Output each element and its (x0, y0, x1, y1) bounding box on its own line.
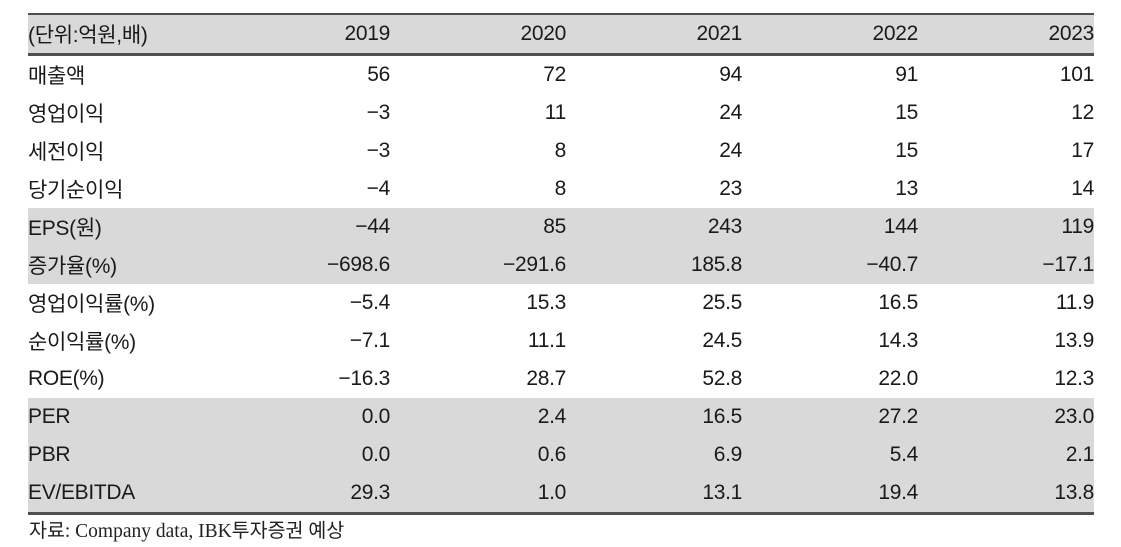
value-cell: 2.4 (390, 398, 566, 436)
row-label: EV/EBITDA (28, 474, 214, 515)
table-row: ROE(%) −16.3 28.7 52.8 22.0 12.3 (28, 360, 1094, 398)
value-cell: 28.7 (526, 367, 566, 390)
value-cell: 12 (1071, 101, 1094, 124)
value-cell: 14 (1071, 177, 1094, 200)
value-cell: 19.4 (742, 474, 918, 515)
value-cell: 27.2 (742, 398, 918, 436)
value-cell: 5.4 (742, 436, 918, 474)
value-cell: −4 (366, 177, 391, 200)
table-row: 영업이익률(%) −5.4 15.3 25.5 16.5 11.9 (28, 284, 1094, 322)
value-cell: 12.3 (1054, 367, 1094, 390)
value-cell: 16.5 (566, 398, 742, 436)
value-cell: −17.1 (918, 246, 1094, 284)
value-cell: 23 (719, 177, 742, 200)
year-header-2020: 2020 (390, 14, 566, 56)
value-cell: 72 (543, 63, 566, 86)
value-cell: 11.1 (527, 329, 566, 352)
table-row: 증가율(%) −698.6 −291.6 185.8 −40.7 −17.1 (28, 246, 1094, 284)
row-label: ROE(%) (28, 367, 105, 390)
unit-label: (단위:억원,배) (28, 14, 214, 56)
row-label: 순이익률(%) (28, 331, 136, 354)
value-cell: 0.0 (214, 436, 390, 474)
value-cell: −291.6 (390, 246, 566, 284)
financial-summary-table: (단위:억원,배) 2019 2020 2021 2022 2023 매출액 56… (28, 13, 1094, 515)
table-row: EPS(원) −44 85 243 144 119 (28, 208, 1094, 246)
value-cell: 23.0 (918, 398, 1094, 436)
value-cell: 1.0 (390, 474, 566, 515)
value-cell: −40.7 (742, 246, 918, 284)
value-cell: 29.3 (214, 474, 390, 515)
value-cell: −3 (366, 101, 391, 124)
value-cell: 91 (895, 63, 918, 86)
value-cell: 56 (367, 63, 390, 86)
row-label: 세전이익 (28, 141, 105, 164)
value-cell: 52.8 (702, 367, 742, 390)
row-label: EPS(원) (28, 208, 214, 246)
table-row: 영업이익 −3 11 24 15 12 (28, 94, 1094, 132)
value-cell: 185.8 (566, 246, 742, 284)
value-cell: −7.1 (349, 329, 391, 352)
value-cell: 101 (1059, 63, 1094, 86)
table-row: PBR 0.0 0.6 6.9 5.4 2.1 (28, 436, 1094, 474)
value-cell: 25.5 (702, 291, 742, 314)
value-cell: 15.3 (526, 291, 566, 314)
row-label: 매출액 (28, 65, 86, 88)
value-cell: 11.9 (1055, 291, 1094, 314)
value-cell: 85 (390, 208, 566, 246)
value-cell: 8 (554, 177, 567, 200)
value-cell: −5.4 (349, 291, 391, 314)
table-row: EV/EBITDA 29.3 1.0 13.1 19.4 13.8 (28, 474, 1094, 515)
value-cell: 13.9 (1054, 329, 1094, 352)
table-row: 매출액 56 72 94 91 101 (28, 55, 1094, 95)
value-cell: −3 (366, 139, 391, 162)
value-cell: 2.1 (918, 436, 1094, 474)
table-row: 순이익률(%) −7.1 11.1 24.5 14.3 13.9 (28, 322, 1094, 360)
table-header: (단위:억원,배) 2019 2020 2021 2022 2023 (28, 14, 1094, 56)
value-cell: 144 (742, 208, 918, 246)
value-cell: 17 (1071, 139, 1094, 162)
row-label: 당기순이익 (28, 179, 124, 202)
value-cell: 14.3 (878, 329, 918, 352)
value-cell: 13 (895, 177, 918, 200)
year-header-2023: 2023 (918, 14, 1094, 56)
table-row: 당기순이익 −4 8 23 13 14 (28, 170, 1094, 208)
row-label: PER (28, 398, 214, 436)
value-cell: 24.5 (702, 329, 742, 352)
year-header-2019: 2019 (214, 14, 390, 56)
row-label: 영업이익 (28, 103, 105, 126)
value-cell: 8 (554, 139, 567, 162)
value-cell: 16.5 (878, 291, 918, 314)
year-header-2021: 2021 (566, 14, 742, 56)
row-label: PBR (28, 436, 214, 474)
value-cell: 24 (719, 139, 742, 162)
value-cell: −698.6 (214, 246, 390, 284)
value-cell: 24 (719, 101, 742, 124)
table-body: 매출액 56 72 94 91 101 영업이익 −3 11 24 15 12 세전이익 −3 8 24 15 1… (28, 55, 1094, 515)
row-label: 증가율(%) (28, 246, 214, 284)
table-row: 세전이익 −3 8 24 15 17 (28, 132, 1094, 170)
value-cell: 0.0 (214, 398, 390, 436)
source-note: 자료: Company data, IBK투자증권 예상 (29, 521, 345, 542)
value-cell: 6.9 (566, 436, 742, 474)
year-header-2022: 2022 (742, 14, 918, 56)
value-cell: 11 (544, 101, 567, 124)
value-cell: 94 (719, 63, 742, 86)
table-row: PER 0.0 2.4 16.5 27.2 23.0 (28, 398, 1094, 436)
row-label: 영업이익률(%) (28, 293, 155, 316)
value-cell: 15 (895, 139, 918, 162)
value-cell: −44 (214, 208, 390, 246)
value-cell: 0.6 (390, 436, 566, 474)
value-cell: −16.3 (338, 367, 390, 390)
table-header-row: (단위:억원,배) 2019 2020 2021 2022 2023 (28, 14, 1094, 56)
value-cell: 243 (566, 208, 742, 246)
value-cell: 119 (918, 208, 1094, 246)
value-cell: 15 (895, 101, 918, 124)
value-cell: 13.1 (566, 474, 742, 515)
value-cell: 13.8 (918, 474, 1094, 515)
value-cell: 22.0 (878, 367, 918, 390)
